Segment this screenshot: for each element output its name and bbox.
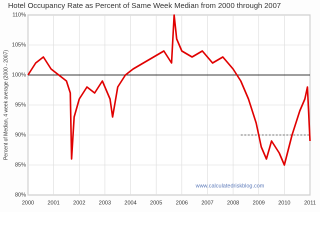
y-tick-label: 90% — [15, 132, 26, 138]
x-tick-label: 2011 — [304, 200, 316, 206]
y-tick-label: 110% — [12, 12, 26, 18]
y-tick-label: 95% — [15, 102, 26, 108]
x-tick-label: 2004 — [124, 200, 136, 206]
x-tick-label: 2006 — [176, 200, 188, 206]
x-tick-label: 2001 — [48, 200, 60, 206]
y-tick-label: 80% — [15, 192, 26, 198]
x-tick-label: 2002 — [73, 200, 85, 206]
x-tick-label: 2007 — [201, 200, 213, 206]
y-tick-label: 85% — [15, 162, 26, 168]
x-tick-label: 2008 — [227, 200, 239, 206]
y-tick-label: 105% — [12, 42, 26, 48]
x-tick-label: 2000 — [22, 200, 34, 206]
x-tick-label: 2010 — [278, 200, 290, 206]
watermark: www.calculatedriskblog.com — [195, 183, 265, 189]
x-tick-label: 2003 — [99, 200, 111, 206]
data-line — [27, 14, 311, 166]
x-tick-label: 2009 — [253, 200, 265, 206]
chart: Hotel Occupancy Rate as Percent of Same … — [3, 0, 316, 207]
chart-title: Hotel Occupancy Rate as Percent of Same … — [8, 1, 281, 10]
x-tick-label: 2005 — [150, 200, 162, 206]
y-axis-label: Percent of Median, 4 week average (2000 … — [3, 50, 9, 160]
y-tick-label: 100% — [12, 72, 26, 78]
